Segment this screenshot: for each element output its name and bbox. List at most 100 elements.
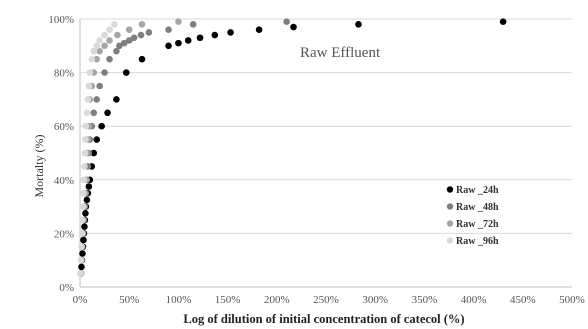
data-point-raw_96h	[77, 256, 85, 264]
data-point-raw_96h	[83, 109, 91, 117]
legend-label: Raw _72h	[456, 219, 499, 230]
x-tick-label: 100%	[166, 294, 192, 306]
data-point-raw_24h	[211, 31, 219, 39]
data-point-raw_24h	[85, 183, 93, 190]
data-point-raw_72h	[114, 31, 121, 39]
data-point-raw_24h	[83, 196, 91, 204]
data-point-raw_24h	[81, 223, 88, 230]
y-axis-label: Mortalty (%)	[32, 135, 46, 198]
y-tick-label: 20%	[54, 228, 74, 240]
data-point-raw_96h	[90, 47, 98, 55]
legend-marker	[446, 186, 454, 193]
data-point-raw_96h	[101, 31, 108, 39]
x-tick-label: 400%	[461, 294, 487, 306]
x-tick-label: 300%	[362, 294, 388, 306]
data-point-raw_48h	[165, 26, 172, 34]
y-tick-label: 80%	[54, 68, 74, 80]
data-point-raw_24h	[196, 34, 204, 42]
data-point-raw_96h	[80, 176, 88, 184]
legend-label: Raw _48h	[456, 202, 499, 213]
legend-label: Raw _96h	[456, 236, 499, 247]
data-point-raw_48h	[283, 18, 290, 25]
y-tick-label: 100%	[48, 14, 74, 26]
data-point-raw_72h	[138, 21, 146, 28]
data-point-raw_96h	[81, 149, 89, 157]
data-point-raw_72h	[106, 37, 113, 44]
data-point-raw_96h	[111, 21, 118, 28]
data-point-raw_72h	[96, 47, 103, 55]
data-point-raw_72h	[101, 42, 108, 50]
data-point-raw_24h	[184, 37, 192, 44]
data-point-raw_48h	[189, 21, 197, 28]
data-point-raw_96h	[88, 55, 96, 63]
data-point-raw_24h	[355, 21, 362, 28]
data-point-raw_24h	[104, 109, 111, 117]
data-point-raw_72h	[93, 55, 101, 63]
data-point-raw_24h	[98, 122, 105, 130]
chart-annotation: Raw Effluent	[300, 45, 381, 61]
y-tick-labels: 0% 20% 40% 60% 80% 100%	[48, 14, 74, 294]
data-point-raw_48h	[106, 55, 113, 63]
data-point-raw_24h	[113, 96, 120, 103]
data-point-raw_96h	[82, 122, 90, 130]
legend-label: Raw _24h	[456, 185, 499, 196]
data-point-raw_24h	[90, 149, 98, 157]
data-point-raw_24h	[82, 210, 89, 217]
data-point-raw_48h	[120, 39, 128, 47]
data-point-raw_96h	[77, 270, 84, 277]
gridlines	[80, 18, 572, 234]
data-point-raw_96h	[80, 189, 87, 197]
data-point-raw_96h	[86, 69, 94, 76]
x-axis-label: Log of dilution of initial concentration…	[183, 312, 464, 326]
data-point-raw_48h	[125, 37, 133, 44]
data-point-raw_24h	[93, 136, 101, 143]
legend-marker	[446, 237, 454, 244]
x-tick-label: 0%	[73, 294, 88, 306]
data-point-raw_24h	[78, 263, 85, 271]
data-point-raw_48h	[113, 47, 120, 55]
data-point-raw_24h	[255, 26, 263, 34]
x-tick-label: 450%	[510, 294, 536, 306]
data-point-raw_24h	[227, 29, 234, 36]
data-point-raw_96h	[93, 42, 101, 50]
data-point-raw_48h	[96, 82, 103, 90]
data-point-raw_24h	[80, 236, 87, 244]
data-point-raw_24h	[165, 42, 172, 50]
data-point-raw_96h	[78, 243, 85, 251]
data-point-raw_96h	[82, 136, 89, 143]
data-point-raw_24h	[499, 18, 507, 25]
legend-marker	[446, 203, 454, 210]
data-point-raw_48h	[93, 96, 101, 103]
data-point-raw_72h	[175, 18, 182, 25]
data-point-raw_48h	[90, 109, 98, 117]
data-points	[77, 18, 507, 277]
data-point-raw_96h	[78, 230, 86, 237]
data-point-raw_24h	[175, 39, 182, 47]
data-point-raw_96h	[84, 96, 92, 103]
data-point-raw_24h	[290, 23, 297, 31]
legend-marker	[446, 220, 454, 227]
legend: Raw _24h Raw _48h Raw _72h Raw _96h	[446, 185, 499, 247]
data-point-raw_96h	[106, 26, 113, 34]
y-tick-label: 60%	[54, 121, 74, 133]
x-tick-label: 150%	[215, 294, 241, 306]
y-tick-label: 40%	[54, 175, 74, 187]
x-tick-label: 50%	[119, 294, 139, 306]
x-tick-labels: 0% 50% 100% 150% 200% 250% 300% 350% 400% 450% 500…	[73, 294, 585, 306]
x-tick-label: 500%	[559, 294, 585, 306]
data-point-raw_48h	[137, 31, 145, 39]
x-tick-label: 350%	[412, 294, 438, 306]
data-point-raw_48h	[116, 42, 123, 50]
axes	[79, 19, 572, 288]
data-point-raw_96h	[85, 82, 93, 90]
data-point-raw_72h	[125, 26, 133, 34]
x-tick-label: 250%	[313, 294, 339, 306]
data-point-raw_24h	[138, 55, 146, 63]
data-point-raw_48h	[145, 29, 153, 36]
data-point-raw_96h	[96, 37, 103, 44]
data-point-raw_24h	[122, 69, 130, 76]
data-point-raw_96h	[79, 203, 87, 210]
y-tick-label: 0%	[59, 282, 74, 294]
x-tick-label: 200%	[264, 294, 290, 306]
